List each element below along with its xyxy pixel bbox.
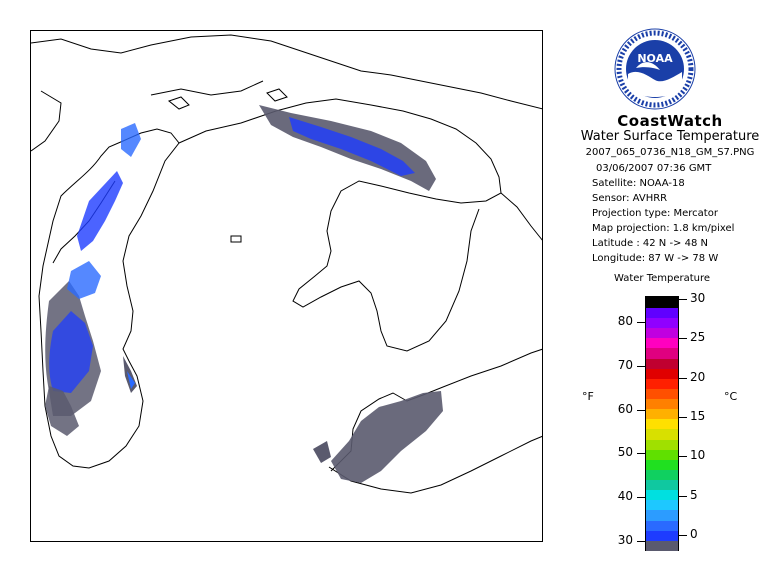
color-swatch [646, 418, 678, 430]
color-swatch [646, 307, 678, 319]
fahrenheit-tick-label: 30 [617, 533, 633, 547]
island [167, 96, 190, 110]
color-swatch [646, 469, 678, 481]
color-swatch [646, 529, 678, 541]
latitude-label: Latitude : 42 N -> 48 N [592, 238, 708, 249]
color-swatch [646, 489, 678, 501]
temperature-data-overlay [45, 105, 443, 483]
lake-erie-south-shore [328, 435, 542, 494]
celsius-tick-label: 0 [690, 526, 698, 541]
svg-text:NOAA: NOAA [637, 52, 673, 65]
color-swatch [646, 408, 678, 420]
lake-huron-shoreline [178, 98, 502, 352]
file-name: 2007_065_0736_N18_GM_S7.PNG [585, 147, 755, 158]
color-swatch [646, 398, 678, 410]
projection-type-label: Projection type: Mercator [592, 208, 718, 219]
app-title: CoastWatch [617, 112, 723, 130]
color-swatch [646, 519, 678, 531]
fahrenheit-tick-mark [637, 409, 645, 411]
color-swatch [646, 388, 678, 400]
color-swatch [646, 317, 678, 329]
celsius-tick-mark [679, 495, 687, 497]
color-swatch [646, 327, 678, 339]
color-swatch [646, 539, 678, 551]
color-swatch [646, 438, 678, 450]
fahrenheit-tick-label: 60 [617, 401, 633, 416]
lake-superior-shoreline [31, 34, 542, 110]
fahrenheit-tick-mark [637, 541, 645, 542]
celsius-tick-label: 15 [690, 408, 706, 423]
noaa-logo: NOAA [614, 28, 696, 110]
celsius-tick-mark [679, 416, 687, 418]
fahrenheit-tick-mark [637, 453, 645, 455]
color-swatch [646, 337, 678, 349]
celsius-tick-mark [679, 338, 687, 340]
fahrenheit-tick-label: 40 [617, 489, 633, 504]
product-name: Water Surface Temperature [580, 129, 760, 144]
georgian-bay-shoreline [500, 192, 542, 241]
island [230, 235, 242, 243]
fahrenheit-tick-label: 80 [617, 314, 633, 328]
lake-michigan-shoreline [38, 128, 180, 469]
fahrenheit-tick-mark [637, 497, 645, 499]
color-swatch [646, 347, 678, 359]
color-swatch [646, 428, 678, 440]
great-lakes-map [31, 34, 542, 494]
celsius-tick-mark [679, 299, 687, 300]
celsius-tick-label: 30 [690, 291, 706, 305]
wisconsin-coast [31, 90, 62, 152]
celsius-tick-label: 20 [690, 369, 706, 384]
island [266, 88, 288, 102]
map-projection-label: Map projection: 1.8 km/pixel [592, 223, 735, 234]
color-swatch [646, 479, 678, 491]
color-swatch [646, 367, 678, 379]
sensor-label: Sensor: AVHRR [592, 193, 668, 204]
color-swatch [646, 448, 678, 460]
celsius-tick-mark [679, 534, 687, 536]
satellite-label: Satellite: NOAA-18 [592, 178, 685, 189]
fahrenheit-tick-label: 70 [617, 357, 633, 372]
longitude-label: Longitude: 87 W -> 78 W [592, 253, 719, 264]
legend-title: Water Temperature [613, 273, 711, 284]
fahrenheit-tick-label: 50 [617, 445, 633, 460]
color-swatch [646, 297, 678, 308]
celsius-tick-label: 10 [690, 448, 706, 463]
fahrenheit-tick-mark [637, 322, 645, 323]
color-swatch [646, 458, 678, 470]
celsius-tick-mark [679, 456, 687, 458]
fahrenheit-tick-mark [637, 365, 645, 367]
celsius-tick-mark [679, 377, 687, 379]
date-time: 03/06/2007 07:36 GMT [596, 163, 712, 174]
color-scale-bar [645, 296, 679, 551]
celsius-tick-label: 25 [690, 330, 706, 345]
upper-peninsula-coast [150, 80, 264, 96]
fahrenheit-unit: °F [582, 390, 594, 403]
celsius-tick-label: 5 [690, 487, 698, 502]
color-swatch [646, 357, 678, 369]
celsius-unit: °C [724, 390, 738, 403]
color-swatch [646, 499, 678, 511]
color-swatch [646, 377, 678, 389]
map-panel [30, 30, 543, 542]
color-swatch [646, 509, 678, 521]
